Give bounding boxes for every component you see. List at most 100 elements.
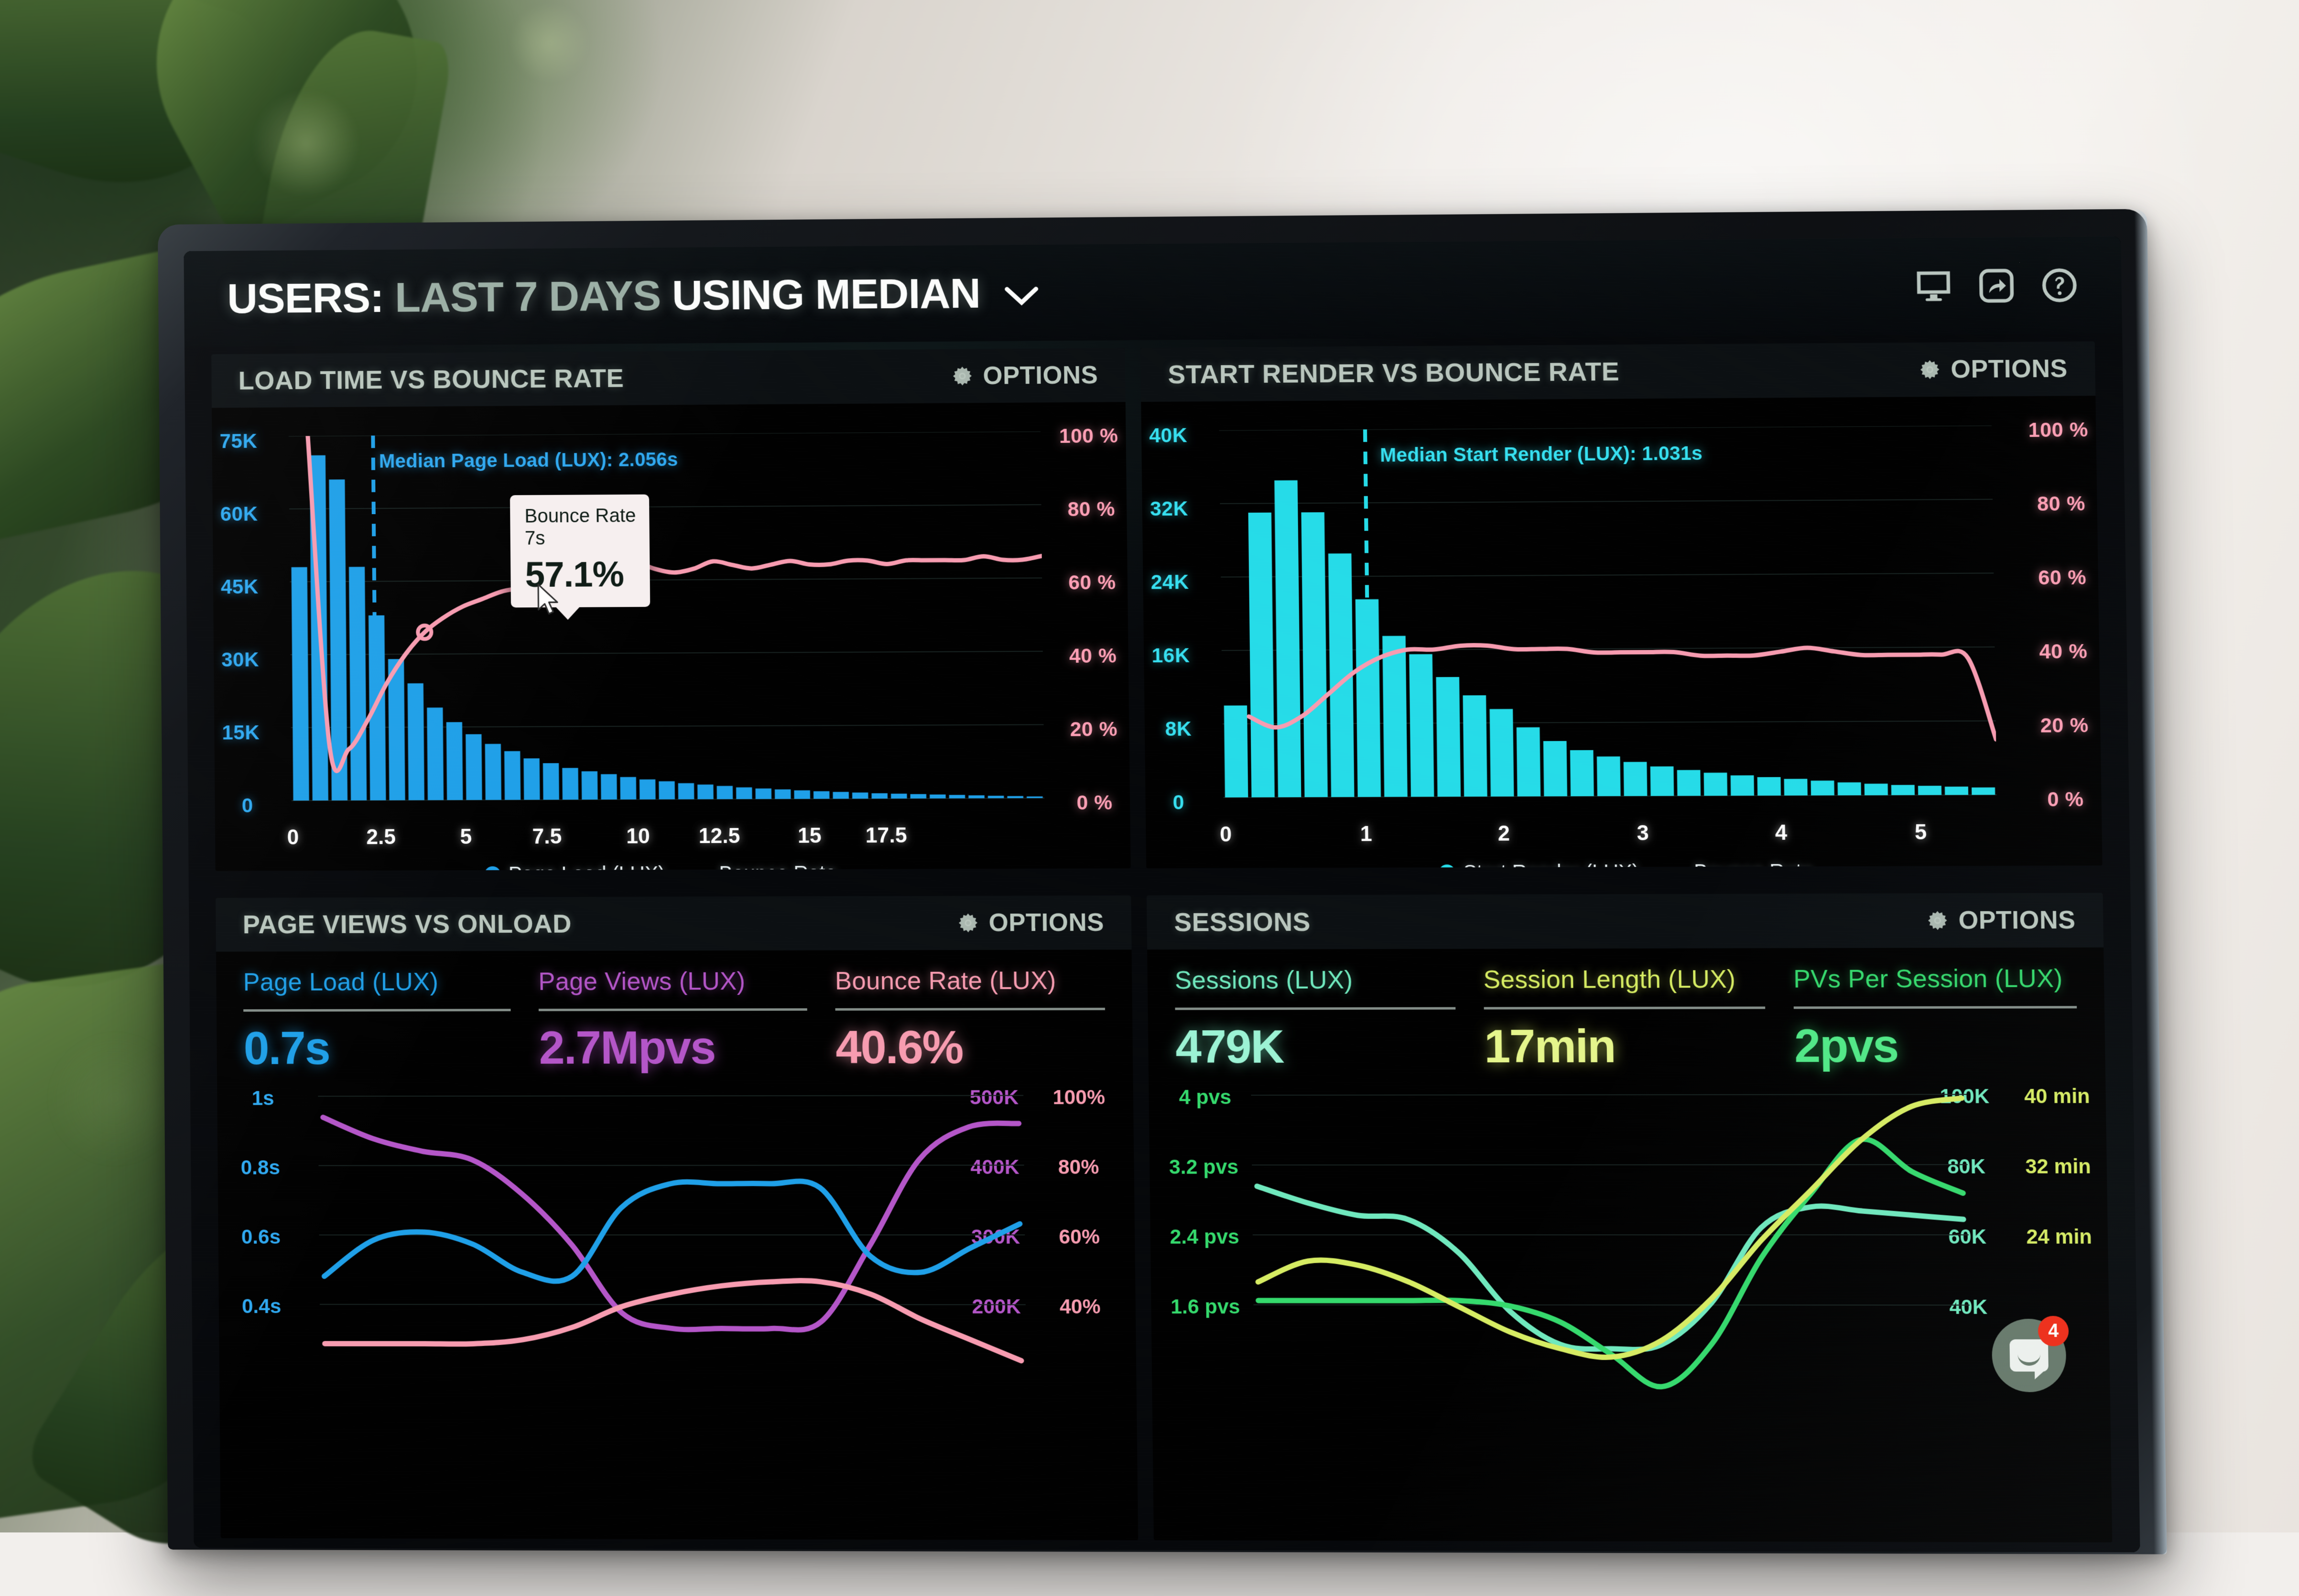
help-icon[interactable] — [2041, 268, 2077, 303]
title-segment-median: MEDIAN — [815, 269, 980, 318]
kpi-value: 0.7s — [243, 1022, 511, 1075]
y-axis-tick-left: 0.6s — [241, 1225, 281, 1248]
y-axis-tick-left: 0.8s — [241, 1156, 281, 1179]
kpi-divider — [539, 1008, 807, 1011]
x-axis-tick: 2 — [1498, 822, 1510, 846]
y-axis-tick-right: 0 % — [2047, 787, 2084, 811]
share-icon[interactable] — [1979, 268, 2015, 303]
y-axis-tick-right-bounce: 80% — [1058, 1155, 1099, 1179]
desktop-icon[interactable] — [1916, 269, 1952, 304]
kpi-value: 17min — [1484, 1020, 1767, 1074]
legend-dot-icon — [484, 866, 501, 871]
kpi-session-length: Session Length (LUX) 17min — [1483, 965, 1766, 1074]
y-axis-tick-right-length: 24 min — [2026, 1225, 2092, 1249]
legend-item-start-render[interactable]: Start Render (LUX) — [1439, 860, 1639, 868]
panel-start-render-vs-bounce-rate: START RENDER VS BOUNCE RATE OPTIONS 40K … — [1140, 341, 2103, 868]
kpi-pvs-per-session: PVs Per Session (LUX) 2pvs — [1793, 964, 2078, 1073]
options-label: OPTIONS — [1958, 906, 2076, 935]
options-label: OPTIONS — [983, 361, 1098, 390]
y-axis-tick-right-bounce: 40% — [1060, 1295, 1101, 1318]
kpi-value: 2pvs — [1794, 1019, 2078, 1073]
y-axis-tick-right-length: 40 min — [2024, 1085, 2090, 1108]
x-axis-tick: 10 — [626, 824, 650, 849]
y-axis-tick-left: 8K — [1165, 717, 1192, 741]
y-axis-tick-left: 40K — [1149, 424, 1187, 447]
kpi-label: Bounce Rate (LUX) — [835, 966, 1105, 996]
page-title[interactable]: USERS: LAST 7 DAYS USING MEDIAN — [227, 268, 1040, 323]
legend-item-bounce-rate[interactable]: Bounce Rate — [688, 862, 837, 871]
panel-header: LOAD TIME VS BOUNCE RATE OPTIONS — [211, 348, 1126, 408]
y-axis-tick-right: 60 % — [1068, 571, 1116, 594]
y-axis-tick-left: 0.4s — [242, 1294, 282, 1317]
chart-tooltip: Bounce Rate 7s 57.1% — [510, 495, 651, 608]
page-views-lines-svg — [318, 1087, 1027, 1397]
chart-legend: Page Load (LUX) Bounce Rate — [484, 862, 836, 871]
y-axis-tick-left: 2.4 pvs — [1170, 1225, 1239, 1249]
panel-title: PAGE VIEWS VS ONLOAD — [243, 909, 572, 939]
options-button[interactable]: OPTIONS — [1927, 906, 2076, 935]
y-axis-tick-right-bounce: 60% — [1059, 1225, 1100, 1249]
y-axis-tick-left: 16K — [1151, 644, 1190, 667]
mini-chart-area: 4 pvs 3.2 pvs 2.4 pvs 1.6 pvs 100K 80K 6… — [1149, 1073, 2110, 1405]
y-axis-tick-right: 60 % — [2038, 566, 2086, 589]
tooltip-series: Bounce Rate — [524, 505, 636, 527]
kpi-value: 479K — [1175, 1020, 1456, 1074]
x-axis-tick: 0 — [1220, 822, 1232, 847]
panel-header: PAGE VIEWS VS ONLOAD OPTIONS — [216, 895, 1131, 952]
kpi-row: Page Load (LUX) 0.7s Page Views (LUX) 2.… — [216, 966, 1133, 1075]
kpi-divider — [1175, 1007, 1455, 1010]
notification-badge: 4 — [2038, 1316, 2069, 1346]
legend-label: Start Render (LUX) — [1463, 860, 1639, 868]
legend-item-page-load[interactable]: Page Load (LUX) — [484, 862, 665, 871]
sessions-lines-svg — [1251, 1086, 1971, 1398]
legend-item-bounce-rate[interactable]: Bounce Rate — [1662, 860, 1813, 868]
options-button[interactable]: OPTIONS — [1919, 354, 2068, 384]
gear-icon — [952, 366, 973, 387]
kpi-divider — [1794, 1006, 2077, 1009]
x-axis-tick: 2.5 — [366, 825, 396, 849]
load-time-chart-svg — [289, 431, 1045, 815]
intercom-chat-button[interactable]: 4 — [1992, 1319, 2067, 1392]
y-axis-tick-left: 3.2 pvs — [1169, 1155, 1239, 1179]
y-axis-tick-left: 1s — [252, 1087, 274, 1110]
x-axis-tick: 5 — [1915, 820, 1927, 845]
median-page-load-annotation: Median Page Load (LUX): 2.056s — [379, 449, 678, 473]
legend-label: Bounce Rate — [719, 862, 836, 871]
app-header: USERS: LAST 7 DAYS USING MEDIAN — [184, 237, 2122, 347]
screen-bezel: USERS: LAST 7 DAYS USING MEDIAN LO — [184, 237, 2140, 1553]
kpi-divider — [835, 1008, 1105, 1011]
kpi-value: 40.6% — [835, 1021, 1106, 1074]
x-axis-tick: 0 — [287, 826, 299, 850]
panel-load-time-vs-bounce-rate: LOAD TIME VS BOUNCE RATE OPTIONS 75K 60K… — [211, 348, 1130, 871]
laptop-device: USERS: LAST 7 DAYS USING MEDIAN LO — [158, 209, 2167, 1574]
gear-icon — [1919, 359, 1941, 380]
chat-bubble-icon — [2009, 1339, 2049, 1372]
panel-title: START RENDER VS BOUNCE RATE — [1168, 356, 1619, 389]
gear-icon — [1927, 910, 1949, 931]
title-segment-using: USING — [672, 270, 804, 319]
y-axis-tick-right: 40 % — [1069, 644, 1117, 668]
legend-dot-icon — [1439, 864, 1455, 868]
chevron-down-icon[interactable] — [1004, 285, 1039, 307]
mini-chart-area: 1s 0.8s 0.6s 0.4s 500K 400K 300K 200K 10… — [217, 1074, 1137, 1404]
y-axis-tick-left: 15K — [222, 721, 260, 744]
y-axis-tick-left: 0 — [1172, 791, 1184, 814]
y-axis-tick-right-length: 32 min — [2025, 1155, 2091, 1178]
x-axis-tick: 4 — [1775, 821, 1788, 845]
y-axis-tick-right-bounce: 100% — [1052, 1086, 1105, 1109]
y-axis-tick-left: 4 pvs — [1179, 1086, 1231, 1109]
y-axis-tick-left: 0 — [242, 794, 253, 817]
panel-page-views-vs-onload: PAGE VIEWS VS ONLOAD OPTIONS Page Load (… — [216, 895, 1138, 1540]
median-start-render-annotation: Median Start Render (LUX): 1.031s — [1380, 443, 1703, 467]
panel-sessions: SESSIONS OPTIONS Sessions (LUX) 479K Ses… — [1147, 893, 2112, 1542]
title-segment-range: LAST 7 DAYS — [395, 271, 661, 321]
kpi-label: PVs Per Session (LUX) — [1793, 964, 2077, 993]
kpi-row: Sessions (LUX) 479K Session Length (LUX)… — [1147, 964, 2105, 1074]
y-axis-tick-right: 100 % — [1059, 424, 1118, 448]
x-axis-tick: 3 — [1637, 821, 1649, 846]
options-button[interactable]: OPTIONS — [952, 361, 1098, 390]
kpi-bounce-rate: Bounce Rate (LUX) 40.6% — [835, 966, 1106, 1075]
y-axis-tick-right: 80 % — [2037, 492, 2085, 516]
options-button[interactable]: OPTIONS — [957, 908, 1104, 937]
panel-header: START RENDER VS BOUNCE RATE OPTIONS — [1140, 341, 2095, 402]
